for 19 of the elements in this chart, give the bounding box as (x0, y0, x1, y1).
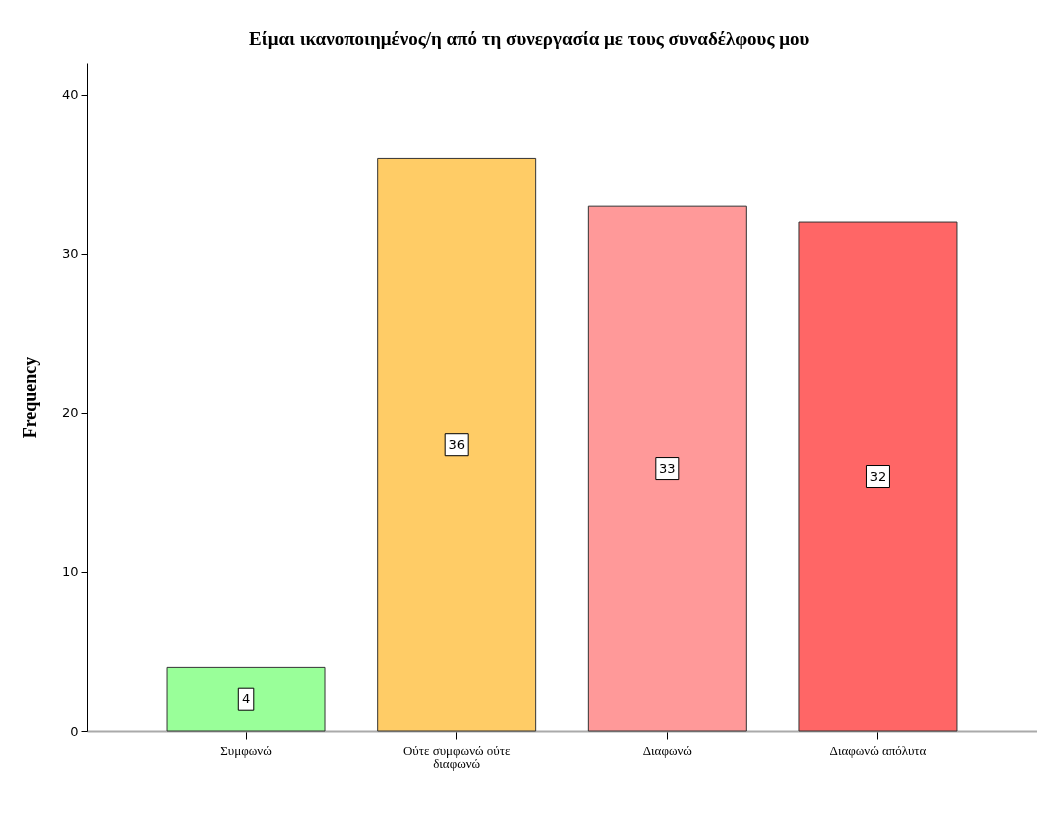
y-tick-label: 30 (61, 246, 79, 262)
bar (166, 666, 326, 732)
data-label: 4 (241, 691, 251, 707)
y-axis-title: Frequency (19, 356, 40, 439)
x-tick-label: Διαφωνώ (642, 742, 693, 758)
chart-title: Είμαι ικανοποιημένος/η από τη συνεργασία με τους συναδέλφους μου (249, 28, 810, 49)
data-label: 32 (869, 468, 887, 484)
x-tick-label: Συμφωνώ (220, 742, 273, 758)
x-tick-label: Ούτε συμφωνώ ούτε διαφωνώ (402, 742, 511, 771)
y-tick-label: 0 (70, 723, 79, 739)
data-label: 33 (659, 460, 676, 476)
bar (377, 157, 537, 732)
y-tick-label: 10 (61, 564, 79, 580)
bar (798, 221, 958, 732)
bar (587, 205, 747, 732)
data-label: 36 (448, 436, 465, 452)
x-tick-label: Διαφωνώ απόλυτα (829, 742, 927, 758)
y-tick-label: 20 (61, 405, 79, 421)
y-tick-label: 40 (61, 87, 79, 103)
